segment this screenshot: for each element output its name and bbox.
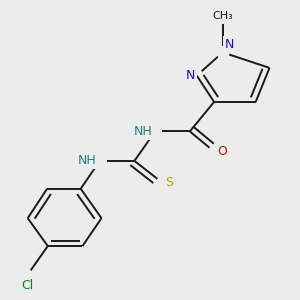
Text: CH₃: CH₃ bbox=[212, 11, 233, 21]
Text: S: S bbox=[166, 176, 174, 189]
Text: Cl: Cl bbox=[21, 279, 33, 292]
Text: N: N bbox=[186, 69, 195, 82]
Text: O: O bbox=[218, 145, 227, 158]
Text: NH: NH bbox=[134, 125, 152, 138]
Text: N: N bbox=[224, 38, 234, 51]
Text: NH: NH bbox=[78, 154, 97, 167]
